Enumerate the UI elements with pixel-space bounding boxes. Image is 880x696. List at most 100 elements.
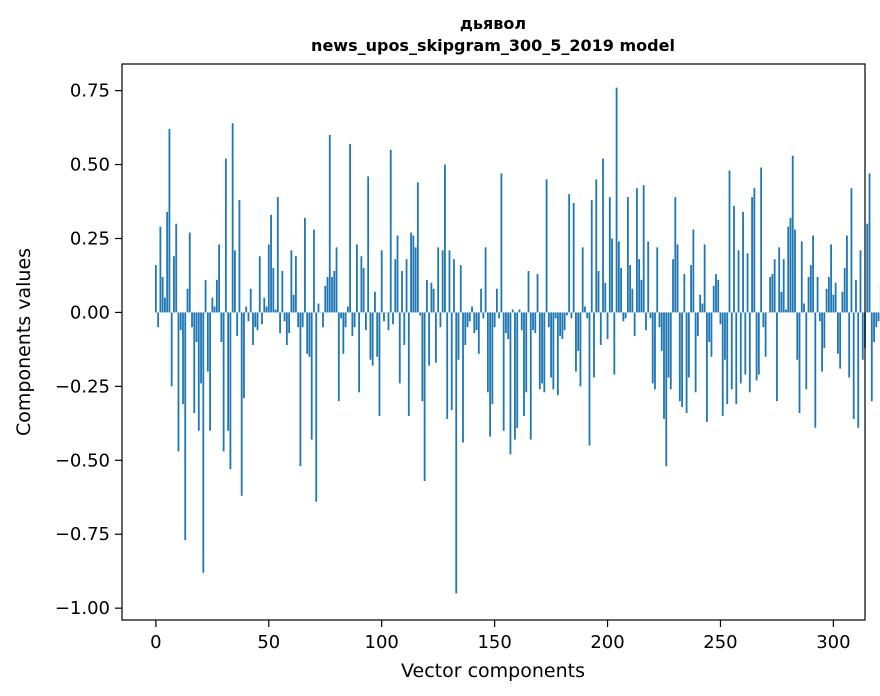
y-tick-label: −0.25 [55,376,110,397]
bar-35 [234,250,236,313]
bar-141 [473,312,476,334]
bar-261 [744,312,747,375]
bar-127 [441,250,444,313]
bar-36 [236,312,239,337]
bar-230 [674,197,677,313]
bar-308 [850,188,853,313]
bar-232 [678,312,681,402]
bar-34 [231,123,234,313]
bar-135 [459,265,462,313]
bar-19 [197,312,200,431]
bar-218 [647,241,650,313]
y-tick-label: 0.50 [70,155,110,176]
bar-61 [292,294,295,313]
bar-248 [715,273,717,313]
bar-50 [267,244,270,313]
bar-289 [807,276,810,313]
bar-215 [640,279,643,313]
bar-262 [746,253,749,313]
bar-166 [529,312,532,440]
bar-49 [265,306,268,313]
bar-231 [676,244,679,313]
bar-194 [593,312,595,378]
bar-236 [687,312,690,378]
bar-197 [599,312,602,345]
bar-133 [455,312,458,594]
bar-160 [516,312,519,428]
bar-32 [227,312,230,431]
bar-192 [588,312,591,446]
bar-310 [855,279,857,313]
x-axis-ticks: 0 50 100 150 200 250 300 [150,620,851,653]
bar-101 [383,312,385,322]
bar-121 [428,312,431,366]
bar-92 [362,268,365,313]
bar-287 [803,303,805,313]
bar-107 [396,235,399,313]
bar-51 [270,214,272,313]
bar-213 [636,188,638,313]
bar-136 [462,312,464,443]
bar-316 [868,173,871,313]
bar-209 [626,197,629,313]
bar-6 [168,129,171,313]
bar-250 [719,312,722,325]
bar-5 [166,211,169,313]
bar-147 [486,312,489,393]
bar-85 [346,306,349,313]
bar-110 [403,312,406,345]
bar-275 [776,312,778,402]
bar-15 [188,232,191,313]
bar-84 [344,312,347,328]
bar-276 [778,247,781,313]
bar-251 [721,312,724,416]
bar-14 [186,288,189,313]
bar-66 [304,217,306,313]
bar-89 [355,244,358,313]
bar-62 [294,256,297,313]
bar-293 [816,276,819,313]
bar-311 [857,312,860,428]
bar-43 [252,312,254,345]
bar-301 [834,282,837,313]
bar-219 [649,312,652,319]
bar-65 [301,312,304,328]
bar-83 [342,312,345,354]
bar-38 [240,312,243,496]
bar-109 [401,271,403,313]
bar-95 [369,312,372,360]
bar-244 [706,312,708,422]
bar-2 [159,226,162,313]
bar-113 [410,232,412,313]
bar-274 [773,259,776,313]
bar-180 [561,312,564,340]
bar-221 [654,312,656,390]
bar-307 [848,312,851,378]
bar-295 [821,312,823,372]
bar-220 [651,312,654,384]
bar-281 [789,217,792,313]
bar-105 [392,312,394,325]
bar-181 [563,312,566,331]
bar-212 [633,312,636,337]
bar-79 [333,271,336,313]
bar-228 [669,312,672,390]
bar-266 [755,312,758,381]
bar-286 [800,241,803,313]
bar-31 [224,158,227,313]
bar-157 [509,312,512,455]
bar-144 [480,288,482,313]
bar-190 [584,306,586,313]
bar-299 [830,244,833,313]
bar-53 [274,309,277,313]
bar-155 [505,312,507,334]
bar-224 [660,312,663,351]
x-tick-label: 300 [816,632,850,653]
bar-259 [739,312,742,384]
bar-291 [812,235,814,313]
bar-167 [532,312,534,331]
bar-211 [631,288,634,313]
y-axis-label: Components values [13,248,35,436]
bar-264 [751,197,753,313]
